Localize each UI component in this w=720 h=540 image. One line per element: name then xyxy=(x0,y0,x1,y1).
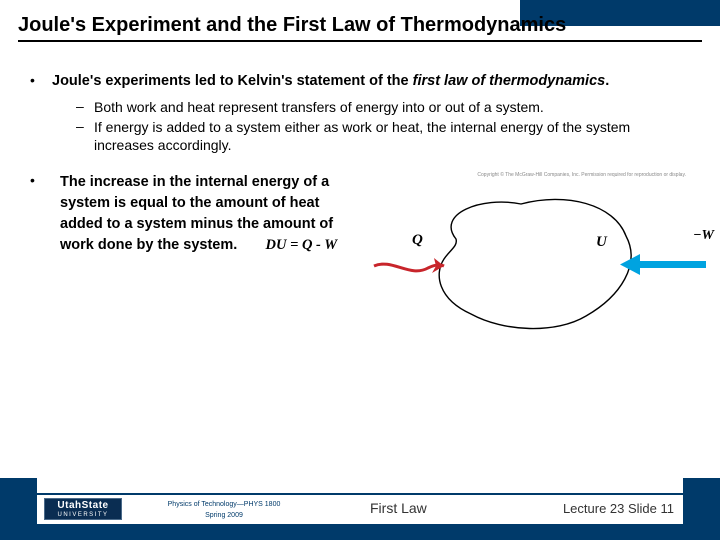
label-u: U xyxy=(596,234,607,251)
sub-bullet-1-text: Both work and heat represent transfers o… xyxy=(94,98,544,116)
bullet-1-suffix: . xyxy=(605,73,609,89)
eq-rest: U = Q - W xyxy=(276,237,337,253)
footer: UtahState UNIVERSITY Physics of Technolo… xyxy=(0,478,720,540)
w-arrow xyxy=(620,250,708,280)
bullet-marker: • xyxy=(30,72,52,92)
q-arrow xyxy=(372,254,460,284)
sub-bullet-1: – Both work and heat represent transfers… xyxy=(76,98,690,116)
bullet-2-column: The increase in the internal energy of a… xyxy=(60,172,360,342)
eq-delta: D xyxy=(265,237,275,253)
content-area: • Joule's experiments led to Kelvin's st… xyxy=(30,72,690,342)
equation: DU = Q - W xyxy=(265,237,337,253)
slide-number: Lecture 23 Slide 11 xyxy=(563,501,674,516)
sub-bullet-2: – If energy is added to a system either … xyxy=(76,118,690,154)
usu-logo: UtahState UNIVERSITY xyxy=(44,498,122,520)
dash-marker: – xyxy=(76,98,94,116)
bullet-2-block: • The increase in the internal energy of… xyxy=(30,172,690,342)
lecture-title: First Law xyxy=(370,500,427,516)
bullet-2-text: The increase in the internal energy of a… xyxy=(60,172,360,256)
course-info: Physics of Technology—PHYS 1800 Spring 2… xyxy=(156,500,292,521)
bullet-1: • Joule's experiments led to Kelvin's st… xyxy=(30,72,690,92)
system-diagram: Copyright © The McGraw-Hill Companies, I… xyxy=(368,172,690,342)
dash-marker: – xyxy=(76,118,94,154)
bullet-1-prefix: Joule's experiments led to Kelvin's stat… xyxy=(52,73,413,89)
sub-bullet-list: – Both work and heat represent transfers… xyxy=(76,98,690,155)
bullet-marker: • xyxy=(30,172,52,342)
course-line-1: Physics of Technology—PHYS 1800 xyxy=(156,500,292,511)
footer-bottom-band xyxy=(37,524,683,540)
label-w: −W xyxy=(693,228,714,244)
course-line-2: Spring 2009 xyxy=(156,511,292,522)
bullet-1-text: Joule's experiments led to Kelvin's stat… xyxy=(52,72,609,92)
sub-bullet-2-text: If energy is added to a system either as… xyxy=(94,118,690,154)
diagram-copyright: Copyright © The McGraw-Hill Companies, I… xyxy=(477,172,686,178)
slide-title: Joule's Experiment and the First Law of … xyxy=(18,14,702,42)
label-q: Q xyxy=(412,232,423,249)
logo-top: UtahState xyxy=(57,501,108,511)
logo-bottom: UNIVERSITY xyxy=(57,512,108,518)
bullet-1-italic: first law of thermodynamics xyxy=(413,73,606,89)
